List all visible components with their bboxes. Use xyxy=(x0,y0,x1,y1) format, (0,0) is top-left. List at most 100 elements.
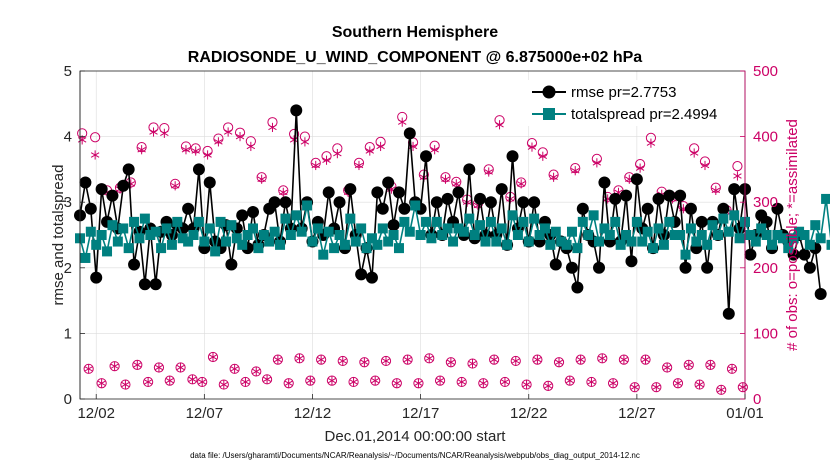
totalspread-point xyxy=(264,236,275,247)
rmse-point xyxy=(803,261,816,274)
rmse-point xyxy=(674,189,687,202)
obs-possible-marker xyxy=(294,353,305,364)
obs-possible-marker xyxy=(553,357,565,368)
legend-spread-label: totalspread pr=2.4994 xyxy=(571,106,717,123)
totalspread-point xyxy=(166,239,177,250)
obs-assimilated-marker xyxy=(684,360,694,370)
rmse-point xyxy=(365,271,378,284)
totalspread-point xyxy=(767,239,778,250)
obs-possible-marker xyxy=(434,375,446,386)
obs-assimilated-marker xyxy=(97,378,106,388)
obs-assimilated-marker xyxy=(252,366,261,377)
obs-assimilated-marker xyxy=(738,382,748,392)
asterisk-stroke xyxy=(646,140,656,146)
asterisk-stroke xyxy=(133,362,142,368)
obs-possible-marker xyxy=(597,353,608,364)
totalspread-point xyxy=(296,226,307,237)
rmse-point xyxy=(798,248,811,261)
obs-assimilated-marker xyxy=(338,356,347,366)
rmse-point xyxy=(576,202,589,215)
totalspread-point xyxy=(112,236,123,247)
asterisk-stroke xyxy=(284,380,293,386)
asterisk-stroke xyxy=(181,146,191,153)
obs-assimilated-marker xyxy=(149,127,158,137)
totalspread-point xyxy=(729,210,740,221)
totalspread-point xyxy=(312,223,323,234)
obs-assimilated-marker xyxy=(311,160,320,171)
obs-possible-marker xyxy=(83,363,94,374)
legend-rmse-marker xyxy=(542,85,556,99)
totalspread-point xyxy=(275,239,286,250)
rmse-point xyxy=(641,202,654,215)
asterisk-stroke xyxy=(549,174,558,181)
totalspread-point xyxy=(280,213,291,224)
obs-possible-marker xyxy=(175,362,186,373)
rmse-point xyxy=(528,196,541,209)
asterisk-stroke xyxy=(695,381,704,388)
obs-possible-marker xyxy=(207,351,219,363)
asterisk-stroke xyxy=(700,162,710,169)
totalspread-point xyxy=(161,223,172,234)
rmse-point xyxy=(722,307,735,320)
totalspread-point xyxy=(220,236,231,247)
obs-assimilated-marker xyxy=(349,377,358,387)
obs-assimilated-marker xyxy=(689,148,699,158)
asterisk-stroke xyxy=(727,366,737,372)
rmse-point xyxy=(392,186,405,199)
totalspread-point xyxy=(372,239,383,250)
totalspread-point xyxy=(172,216,183,227)
asterisk-stroke xyxy=(598,355,607,362)
asterisk-stroke xyxy=(414,380,423,386)
totalspread-point xyxy=(804,239,815,250)
totalspread-point xyxy=(756,223,767,234)
totalspread-point xyxy=(464,213,475,224)
obs-count-markers xyxy=(77,96,748,395)
rmse-point xyxy=(376,202,389,215)
obs-possible-marker xyxy=(564,375,575,386)
asterisk-stroke xyxy=(257,176,266,182)
obs-assimilated-marker xyxy=(354,160,364,171)
asterisk-stroke xyxy=(711,187,721,194)
obs-assimilated-marker xyxy=(673,378,683,388)
obs-assimilated-marker xyxy=(430,145,439,155)
asterisk-stroke xyxy=(246,143,256,150)
totalspread-point xyxy=(664,216,675,227)
totalspread-point xyxy=(334,230,345,240)
obs-assimilated-marker xyxy=(700,160,710,171)
asterisk-stroke xyxy=(706,362,715,368)
asterisk-stroke xyxy=(149,129,158,135)
asterisk-stroke xyxy=(230,366,239,372)
obs-assimilated-marker xyxy=(268,122,277,133)
totalspread-point xyxy=(96,230,107,240)
totalspread-point xyxy=(350,236,361,247)
asterisk-stroke xyxy=(295,355,304,362)
totalspread-point xyxy=(583,230,594,240)
asterisk-stroke xyxy=(630,384,639,390)
rmse-point xyxy=(122,163,135,176)
y-tick-label: 2 xyxy=(64,260,72,277)
chart-subtitle: RADIOSONDE_U_WIND_COMPONENT @ 6.875000e+… xyxy=(188,49,643,66)
obs-possible-marker xyxy=(187,374,198,385)
asterisk-stroke xyxy=(376,143,385,150)
asterisk-stroke xyxy=(662,364,672,371)
obs-possible-marker xyxy=(272,354,283,365)
totalspread-point xyxy=(323,226,334,237)
totalspread-point xyxy=(669,230,680,240)
obs-assimilated-marker xyxy=(181,145,191,155)
totalspread-point xyxy=(388,230,399,240)
obs-assimilated-marker xyxy=(403,355,412,365)
totalspread-point xyxy=(712,230,723,240)
asterisk-stroke xyxy=(733,173,742,179)
rmse-point xyxy=(290,104,303,117)
rmse-point xyxy=(814,288,827,301)
obs-possible-marker xyxy=(607,378,619,389)
totalspread-point xyxy=(475,220,486,231)
obs-assimilated-marker xyxy=(143,377,153,387)
rmse-point xyxy=(387,219,400,232)
obs-assimilated-marker xyxy=(300,137,310,147)
obs-assimilated-marker xyxy=(360,357,369,367)
obs-possible-marker xyxy=(143,376,154,388)
totalspread-point xyxy=(696,230,707,240)
obs-possible-marker xyxy=(391,378,402,389)
totalspread-point xyxy=(285,230,296,240)
